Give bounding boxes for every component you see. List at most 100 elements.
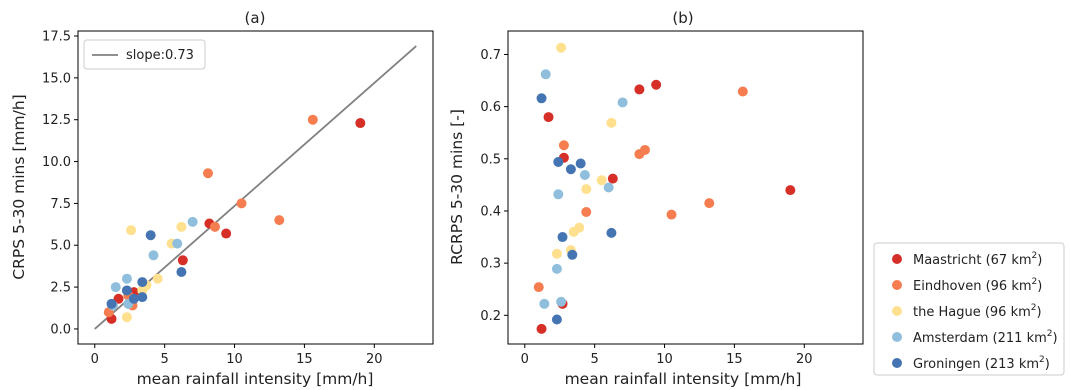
city-legend-box (873, 242, 1065, 376)
panel-b-title: (b) (672, 9, 693, 27)
legend-marker-eindhoven (892, 280, 902, 290)
point-maastricht (113, 293, 124, 304)
point-amsterdam (539, 298, 550, 309)
point-the (606, 117, 617, 128)
panel-b-xlabel: mean rainfall intensity [mm/h] (565, 370, 802, 388)
point-maastricht (355, 118, 366, 129)
point-eindhoven (581, 207, 592, 218)
panel-a-ytick-label: 15.0 (42, 71, 71, 86)
panel-b-ytick-label: 0.5 (480, 152, 501, 167)
point-groningen (551, 314, 562, 325)
panel-a-ytick-label: 7.5 (50, 197, 71, 212)
panel-b-xtick-label: 10 (656, 352, 673, 367)
point-amsterdam (617, 97, 628, 108)
legend-label: Maastricht (67 km2) (913, 251, 1042, 268)
point-amsterdam (603, 182, 614, 193)
point-maastricht (177, 255, 188, 266)
legend-marker-maastricht (892, 254, 902, 264)
point-eindhoven (307, 114, 318, 125)
point-the (556, 42, 567, 53)
legend-label: the Hague (96 km2) (913, 303, 1042, 320)
legend-label: Amsterdam (211 km2) (913, 329, 1058, 346)
point-maastricht (221, 228, 232, 239)
point-maastricht (634, 84, 645, 95)
point-eindhoven (236, 198, 247, 209)
point-eindhoven (533, 282, 544, 293)
point-amsterdam (148, 250, 159, 261)
panel-a-legend-box (83, 39, 206, 70)
panel-a-xtick-label: 10 (226, 352, 243, 367)
point-eindhoven (639, 144, 650, 155)
point-groningen (565, 164, 576, 175)
point-eindhoven (209, 221, 220, 232)
point-maastricht (536, 323, 547, 334)
legend-marker-amsterdam (892, 332, 902, 342)
panel-a-ytick-label: 5.0 (50, 239, 71, 254)
point-groningen (536, 93, 547, 104)
point-amsterdam (551, 263, 562, 274)
point-groningen (557, 232, 568, 243)
point-groningen (553, 156, 564, 167)
point-eindhoven (558, 140, 569, 151)
panel-b-ytick-label: 0.3 (480, 257, 501, 272)
panel-a-xtick-label: 0 (91, 352, 99, 367)
point-groningen (176, 267, 187, 278)
point-amsterdam (553, 189, 564, 200)
panel-b-xtick-label: 15 (726, 352, 743, 367)
point-groningen (128, 293, 139, 304)
panel-a-legend: slope:0.73 (83, 39, 206, 70)
slope-legend-label: slope:0.73 (126, 48, 194, 63)
panel-b-ytick-label: 0.2 (480, 309, 501, 324)
point-the (574, 222, 585, 233)
panel-a-xtick-label: 5 (161, 352, 169, 367)
point-groningen (106, 298, 117, 309)
legend-marker-the (892, 306, 902, 316)
point-maastricht (543, 112, 554, 123)
point-amsterdam (556, 296, 567, 307)
panel-a-plot-area: 0 5 10 15 20 0.0 2.5 5.0 7.5 10.0 12.5 15.0 17.5 (42, 30, 434, 367)
panel-a-axes-frame (77, 30, 434, 345)
point-amsterdam (172, 238, 183, 249)
panel-b: (b) RCRPS 5-30 mins [-] mean rainfall in… (448, 9, 864, 388)
panel-a-ytick-label: 2.5 (50, 281, 71, 296)
point-groningen (575, 158, 586, 169)
panel-b-xtick-label: 5 (591, 352, 599, 367)
point-amsterdam (540, 69, 551, 80)
panel-a-ytick-label: 12.5 (42, 113, 71, 128)
panel-a-ylabel: CRPS 5-30 mins [mm/h] (10, 94, 28, 279)
point-groningen (137, 277, 148, 288)
point-maastricht (607, 173, 618, 184)
point-amsterdam (121, 273, 132, 284)
panel-a-xlabel: mean rainfall intensity [mm/h] (137, 370, 374, 388)
panel-b-ylabel: RCRPS 5-30 mins [-] (448, 109, 466, 265)
point-the (596, 175, 607, 186)
panel-b-ytick-label: 0.7 (480, 48, 501, 63)
panel-a-ytick-label: 10.0 (42, 155, 71, 170)
panel-b-ytick-label: 0.4 (480, 204, 501, 219)
point-the (551, 248, 562, 259)
point-the (121, 312, 132, 323)
point-groningen (145, 230, 156, 241)
point-eindhoven (737, 86, 748, 97)
panel-a-title: (a) (245, 9, 266, 27)
point-groningen (567, 249, 578, 260)
point-eindhoven (274, 215, 285, 226)
panel-b-plot-area: 0 5 10 15 20 0.2 0.3 0.4 0.5 0.6 0.7 (480, 30, 864, 367)
point-the (126, 225, 137, 236)
panel-b-xtick-label: 0 (521, 352, 529, 367)
point-eindhoven (666, 209, 677, 220)
point-groningen (121, 285, 132, 296)
legend-marker-groningen (892, 358, 902, 368)
point-eindhoven (704, 198, 715, 209)
panel-a-ytick-label: 0.0 (50, 322, 71, 337)
panel-b-ytick-label: 0.6 (480, 100, 501, 115)
point-amsterdam (579, 169, 590, 180)
point-the (176, 221, 187, 232)
panel-a-ytick-label: 17.5 (42, 30, 71, 45)
legend-label: Eindhoven (96 km2) (913, 277, 1042, 294)
point-groningen (606, 227, 617, 238)
point-the (581, 184, 592, 195)
panel-a-xtick-label: 20 (366, 352, 383, 367)
panel-a: (a) CRPS 5-30 mins [mm/h] mean rainfall … (10, 9, 434, 388)
panel-b-axes-frame (507, 30, 864, 345)
